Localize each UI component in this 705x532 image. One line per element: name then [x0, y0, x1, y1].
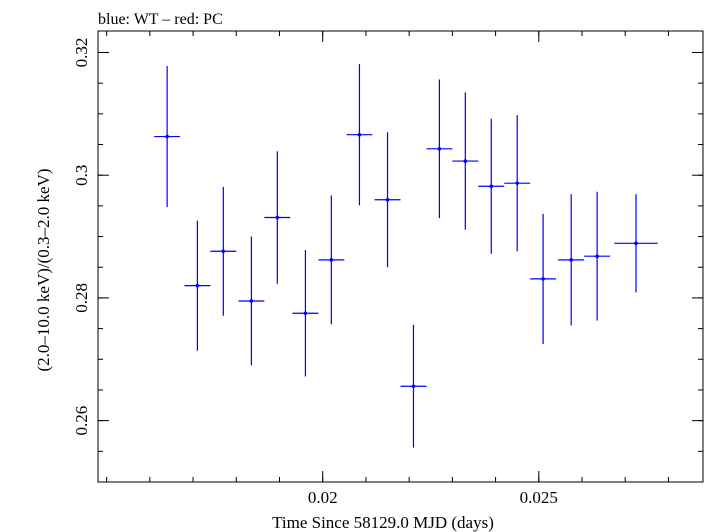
data-marker: [634, 241, 638, 246]
data-point: [478, 118, 505, 254]
data-marker: [195, 283, 200, 288]
data-point: [184, 220, 211, 351]
x-axis-label: Time Since 58129.0 MJD (days): [272, 513, 494, 532]
data-marker: [437, 147, 442, 151]
data-point: [530, 213, 557, 344]
y-tick-label: 0.32: [72, 38, 91, 68]
data-marker: [249, 299, 254, 303]
y-tick-label: 0.26: [72, 406, 91, 436]
data-points: [154, 64, 658, 448]
data-marker: [515, 181, 519, 185]
data-point: [346, 64, 373, 206]
data-marker: [303, 311, 308, 316]
data-point: [614, 194, 658, 293]
data-marker: [411, 384, 416, 389]
data-marker: [329, 258, 334, 262]
x-tick-label: 0.025: [520, 488, 558, 507]
y-axis-label: (2.0–10.0 keV)/(0.3–2.0 keV): [34, 168, 53, 371]
data-point: [318, 195, 345, 325]
data-point: [558, 194, 585, 326]
data-point: [452, 92, 479, 230]
chart-title: blue: WT – red: PC: [98, 11, 223, 28]
data-point: [374, 132, 401, 268]
data-marker: [541, 277, 545, 281]
data-point: [504, 115, 531, 252]
data-point: [264, 151, 291, 284]
data-point: [400, 324, 427, 448]
data-point: [238, 236, 265, 366]
data-marker: [489, 184, 494, 189]
data-marker: [357, 132, 362, 137]
data-point: [154, 65, 181, 208]
data-marker: [275, 215, 280, 220]
plot-frame: [97, 30, 704, 483]
x-tick-label: 0.02: [308, 488, 338, 507]
data-point: [210, 186, 237, 316]
data-marker: [221, 249, 226, 254]
data-marker: [569, 258, 573, 262]
y-tick-label: 0.3: [72, 165, 91, 186]
data-marker: [385, 197, 390, 202]
data-point: [584, 191, 611, 321]
data-marker: [463, 159, 468, 163]
y-tick-label: 0.28: [72, 283, 91, 313]
tick-labels: 0.02 0.025 0.26 0.28 0.3 0.32: [72, 38, 558, 507]
data-point: [426, 79, 453, 219]
data-marker: [165, 134, 169, 139]
data-point: [292, 250, 319, 377]
axis-ticks: [98, 31, 703, 483]
data-marker: [595, 254, 599, 258]
